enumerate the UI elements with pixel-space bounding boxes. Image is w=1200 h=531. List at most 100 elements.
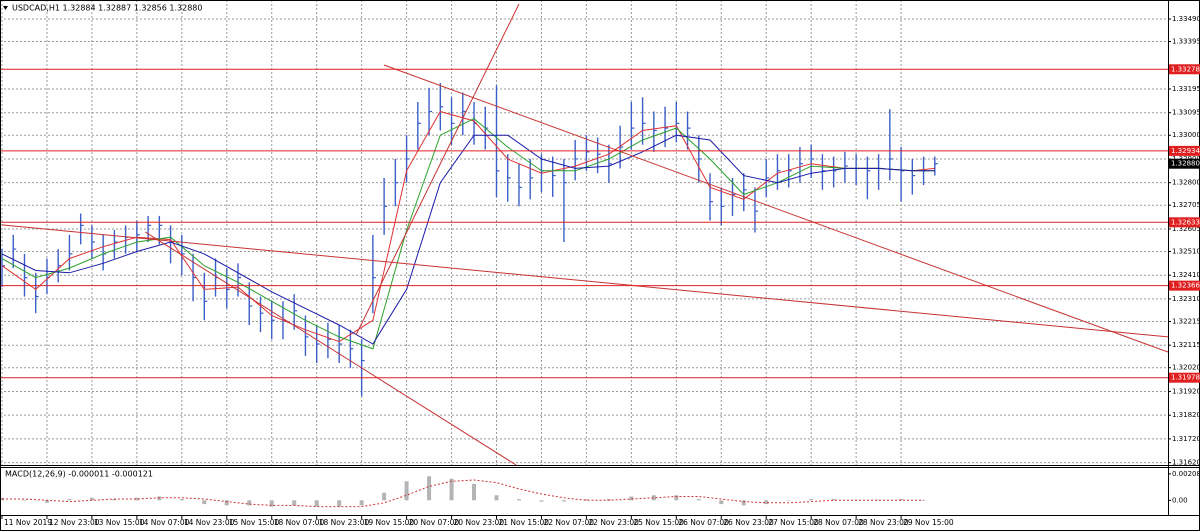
macd-bar — [292, 500, 297, 506]
moving-average — [1, 118, 935, 350]
y-tick-label: 1.31920 — [1172, 387, 1200, 395]
level-label-box — [1169, 217, 1200, 228]
moving-average — [1, 134, 935, 345]
trend-line — [1, 224, 1168, 338]
trend-line — [383, 64, 1168, 353]
macd-bar — [89, 497, 94, 501]
x-tick-label: 26 Nov 23:00 — [723, 518, 774, 527]
macd-bar — [764, 500, 769, 505]
y-tick-label: 1.33000 — [1172, 131, 1200, 139]
x-tick-label: 14 Nov 07:00 — [139, 518, 190, 527]
macd-bar — [224, 500, 229, 506]
x-tick-label: 13 Nov 15:00 — [94, 518, 145, 527]
macd-bar — [674, 495, 679, 501]
level-label: 1.31978 — [1171, 374, 1200, 382]
y-tick-label: 1.32605 — [1172, 225, 1200, 233]
x-tick-label: 11 Nov 2019 — [4, 518, 52, 527]
macd-bar — [899, 499, 904, 501]
x-tick-label: 20 Nov 07:00 — [409, 518, 460, 527]
y-tick-label: 1.32115 — [1172, 341, 1200, 349]
macd-bar — [269, 500, 274, 507]
macd-bar — [516, 499, 521, 501]
macd-bar — [741, 500, 746, 506]
macd-bar — [404, 481, 409, 501]
y-tick-label: 1.32310 — [1172, 295, 1200, 303]
macd-bar — [472, 483, 477, 501]
current-price-label: 1.32880 — [1171, 160, 1200, 168]
x-tick-label: 27 Nov 15:00 — [768, 518, 819, 527]
macd-bar — [179, 499, 184, 501]
trend-line — [145, 231, 517, 465]
y-tick-label: 1.32020 — [1172, 364, 1200, 372]
macd-bar — [314, 500, 319, 507]
y-tick-label: 1.33490 — [1172, 15, 1200, 23]
level-label-box — [1169, 372, 1200, 383]
macd-bar — [831, 499, 836, 501]
y-tick-label: 1.33195 — [1172, 85, 1200, 93]
y-tick-label: 0.002085 — [1172, 470, 1200, 478]
macd-bar — [247, 500, 252, 506]
macd-signal — [2, 479, 924, 508]
macd-title: MACD(12,26,9) -0.000011 -0.000121 — [5, 470, 153, 479]
chart-title: USDCAD,H1 1.32884 1.32887 1.32856 1.3288… — [12, 4, 202, 13]
level-label-box — [1169, 280, 1200, 291]
macd-bar — [539, 500, 544, 502]
y-tick-label: 1.32800 — [1172, 179, 1200, 187]
macd-bar — [157, 496, 162, 501]
x-tick-label: 18 Nov 23:00 — [319, 518, 370, 527]
x-tick-label: 25 Nov 15:00 — [633, 518, 684, 527]
macd-bar — [584, 499, 589, 501]
y-tick-label: 1.33095 — [1172, 109, 1200, 117]
x-tick-label: 15 Nov 15:00 — [229, 518, 280, 527]
macd-bar — [134, 497, 139, 501]
macd-bar — [876, 500, 881, 501]
macd-bar — [696, 499, 701, 501]
macd-bar — [809, 499, 814, 501]
macd-bar — [651, 495, 656, 501]
y-tick-label: 1.32410 — [1172, 271, 1200, 279]
y-tick-label: 1.32215 — [1172, 317, 1200, 325]
macd-bar — [337, 500, 342, 507]
level-label: 1.33278 — [1171, 65, 1200, 73]
x-tick-label: 28 Nov 07:00 — [813, 518, 864, 527]
macd-bar — [44, 500, 49, 503]
x-tick-label: 22 Nov 07:00 — [543, 518, 594, 527]
macd-bar — [382, 492, 387, 501]
price-pane — [0, 0, 1168, 465]
x-tick-label: 28 Nov 23:00 — [858, 518, 909, 527]
y-tick-label: 1.31620 — [1172, 459, 1200, 467]
macd-bar — [22, 500, 27, 501]
macd-bar — [67, 499, 72, 501]
macd-bar — [494, 495, 499, 501]
macd-bar — [112, 499, 117, 501]
x-tick-label: 12 Nov 23:00 — [49, 518, 100, 527]
x-tick-label: 20 Nov 23:00 — [454, 518, 505, 527]
current-price-box — [1169, 158, 1200, 169]
y-tick-label: 1.32705 — [1172, 201, 1200, 209]
y-tick-label: 1.33395 — [1172, 38, 1200, 46]
macd-bar — [202, 500, 207, 505]
macd-pane — [0, 476, 926, 508]
macd-bar — [427, 476, 432, 501]
x-tick-label: 22 Nov 23:00 — [588, 518, 639, 527]
y-tick-label: 0.00 — [1172, 496, 1188, 504]
trend-line — [355, 3, 520, 336]
macd-bar — [359, 500, 364, 506]
x-tick-label: 21 Nov 15:00 — [498, 518, 549, 527]
level-label: 1.32633 — [1171, 218, 1200, 226]
x-tick-label: 19 Nov 15:00 — [364, 518, 415, 527]
x-tick-label: 18 Nov 07:00 — [274, 518, 325, 527]
macd-bar — [786, 500, 791, 501]
macd-bar — [449, 478, 454, 501]
x-tick-label: 26 Nov 07:00 — [678, 518, 729, 527]
level-label: 1.32366 — [1171, 282, 1200, 290]
y-tick-label: 1.32510 — [1172, 247, 1200, 255]
y-tick-label: 1.31820 — [1172, 411, 1200, 419]
menu-triangle[interactable] — [3, 6, 8, 10]
x-tick-label: 14 Nov 23:00 — [184, 518, 235, 527]
macd-bar — [719, 500, 724, 505]
level-label: 1.32934 — [1171, 147, 1200, 155]
level-label-box — [1169, 64, 1200, 75]
